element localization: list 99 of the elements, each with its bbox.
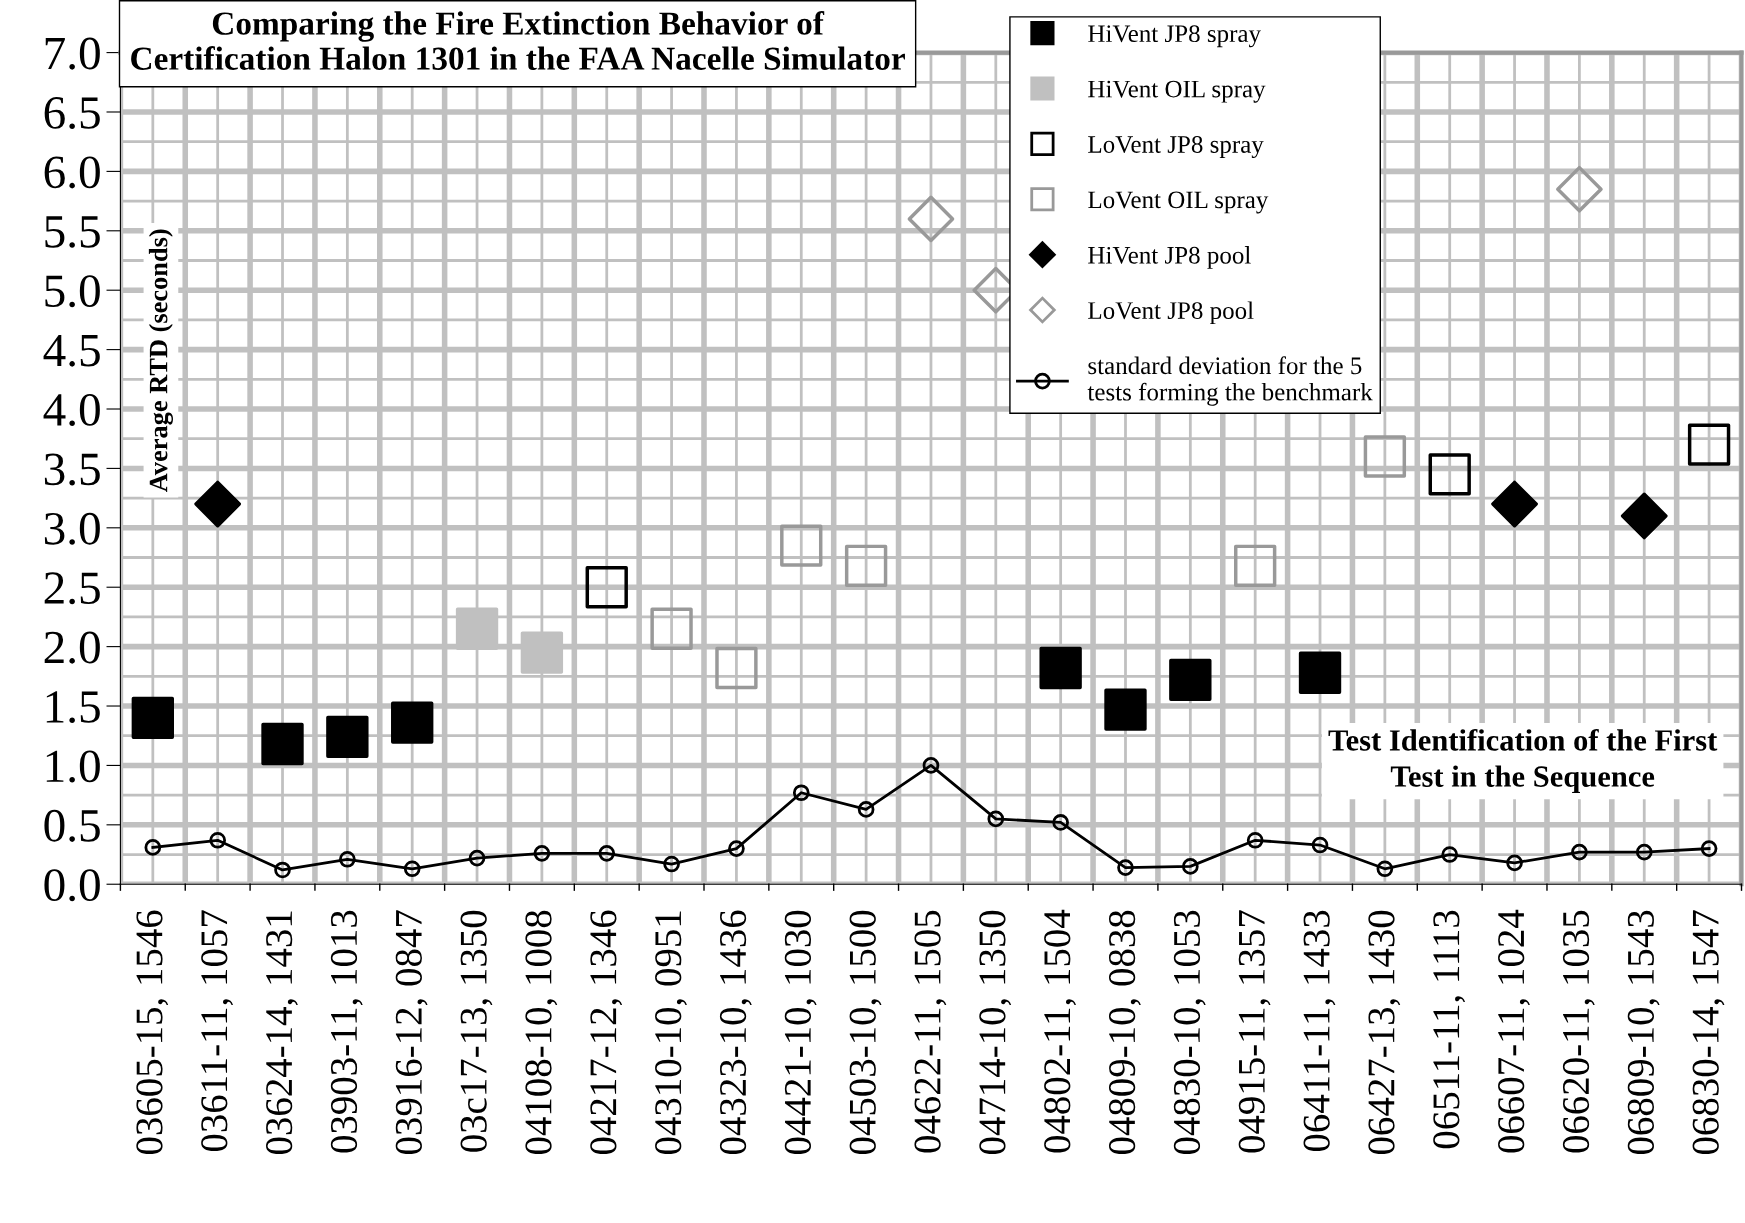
x-tick-label: 04802-11, 1504: [1044, 909, 1076, 1153]
y-tick-label: 5.0: [45, 275, 100, 308]
point: [339, 850, 356, 868]
point: [1311, 836, 1329, 854]
x-tick-label: 06809-10, 1543: [1627, 910, 1660, 1155]
point: [455, 607, 499, 650]
x-tick-label: 04830-10, 1053: [1173, 910, 1206, 1155]
x-tick-label: 04915-11, 1357: [1238, 910, 1271, 1153]
point: [715, 646, 758, 690]
point: [1052, 814, 1069, 831]
point: [1571, 843, 1588, 861]
point: [1556, 165, 1603, 213]
y-tick-label: 4.0: [43, 393, 100, 427]
point: [1298, 651, 1342, 694]
point: [144, 839, 162, 856]
point: [1039, 646, 1082, 690]
point: [728, 840, 745, 857]
point: [1620, 492, 1668, 540]
point: [1104, 688, 1147, 731]
point: [533, 845, 551, 862]
point: [1246, 831, 1264, 849]
point: [274, 861, 291, 879]
y-tick-label: 4.5: [43, 334, 100, 367]
x-tick-label: 06511-11, 1113: [1433, 910, 1466, 1149]
legend-label: LoVent JP8 pool: [1088, 301, 1254, 325]
point: [261, 722, 304, 766]
x-tick-label: 06607-11, 1024: [1498, 909, 1530, 1153]
legend-label: HiVent JP8 spray: [1088, 25, 1261, 48]
y-tick-label: 3.5: [44, 453, 100, 486]
point: [1506, 854, 1523, 872]
x-tick-label: 06830-14, 1547: [1692, 910, 1725, 1155]
x-tick-label: 04809-10, 0838: [1108, 910, 1141, 1155]
point: [131, 696, 175, 740]
x-tick-label: 04714-10, 1350: [979, 910, 1012, 1155]
point: [1233, 544, 1277, 588]
x-tick-label: 03624-14, 1431: [266, 911, 298, 1155]
x-tick-label: 04323-10, 1436: [719, 910, 752, 1155]
legend-label: LoVent OIL spray: [1088, 191, 1269, 214]
point: [1376, 860, 1394, 878]
y-tick-label: 0.5: [44, 809, 100, 842]
x-tick-label: 06411-11, 1433: [1303, 910, 1336, 1152]
x-tick-label: 04503-10, 1500: [849, 910, 882, 1155]
chart-title: Comparing the Fire Extinction Behavior of Certification Halon 1301 in the FAA Nacelle Simulator: [131, 11, 905, 70]
point: [468, 849, 486, 867]
point: [663, 855, 680, 873]
x-tick-label: 03916-12, 0847: [395, 910, 428, 1155]
x-tick-label: 04421-10, 1030: [784, 910, 817, 1155]
x-tick-label: 03c17-13, 1350: [460, 910, 493, 1152]
point: [520, 631, 564, 674]
x-tick-label: 04108-10, 1008: [525, 910, 558, 1155]
x-tick-label: 04310-10, 0951: [655, 911, 687, 1155]
y-tick-label: 5.5: [45, 216, 100, 248]
y-tick-label: 3.0: [44, 512, 100, 545]
x-tick-label: 03611-11, 1057: [201, 910, 233, 1152]
point: [1491, 480, 1538, 528]
point: [1700, 840, 1718, 857]
point: [907, 195, 955, 243]
point: [922, 757, 940, 774]
x-tick-label: 04217-12, 1346: [590, 910, 623, 1155]
x-tick-label: 06620-11, 1035: [1562, 910, 1595, 1153]
point: [326, 715, 369, 759]
y-tick-label: 2.5: [44, 572, 100, 605]
y-tick-label: 0.0: [44, 869, 100, 902]
x-tick-label: 03903-11, 1013: [330, 910, 363, 1153]
point: [209, 831, 227, 849]
point: [1169, 658, 1212, 702]
y-tick-label: 1.5: [46, 691, 100, 724]
x-tick-label: 06427-13, 1430: [1368, 910, 1401, 1155]
point: [987, 810, 1005, 828]
point: [780, 524, 823, 567]
x-tick-label: 04622-11, 1505: [914, 910, 947, 1153]
legend-label: HiVent OIL spray: [1088, 80, 1266, 103]
point: [1428, 453, 1471, 496]
x-tick-label: 03605-15, 1546: [136, 910, 169, 1155]
point: [585, 566, 628, 609]
point: [1441, 846, 1459, 863]
y-tick-label: 6.0: [44, 156, 100, 189]
point: [1635, 843, 1653, 861]
point: [598, 845, 616, 862]
point: [857, 801, 875, 818]
legend-label: LoVent JP8 spray: [1088, 136, 1264, 159]
point: [1687, 423, 1731, 466]
point: [1182, 858, 1199, 875]
point: [1363, 435, 1407, 478]
y-tick-label: 1.0: [46, 750, 100, 783]
y-tick-label: 2.0: [44, 631, 100, 664]
point: [391, 701, 434, 744]
y-axis-title: Average RTD (seconds): [148, 229, 173, 492]
point: [650, 607, 693, 650]
legend-label: HiVent JP8 pool: [1088, 246, 1251, 269]
legend-label: standard deviation for the 5 tests forming the benchmark: [1087, 356, 1373, 406]
point: [844, 544, 888, 588]
point: [1117, 859, 1134, 876]
y-tick-label: 6.5: [44, 97, 100, 130]
point: [194, 480, 242, 528]
x-axis-title: Test Identification of the First Test in the Sequence: [1328, 728, 1718, 794]
point: [403, 860, 421, 878]
point: [792, 784, 810, 802]
y-tick-label: 7.0: [45, 37, 100, 70]
